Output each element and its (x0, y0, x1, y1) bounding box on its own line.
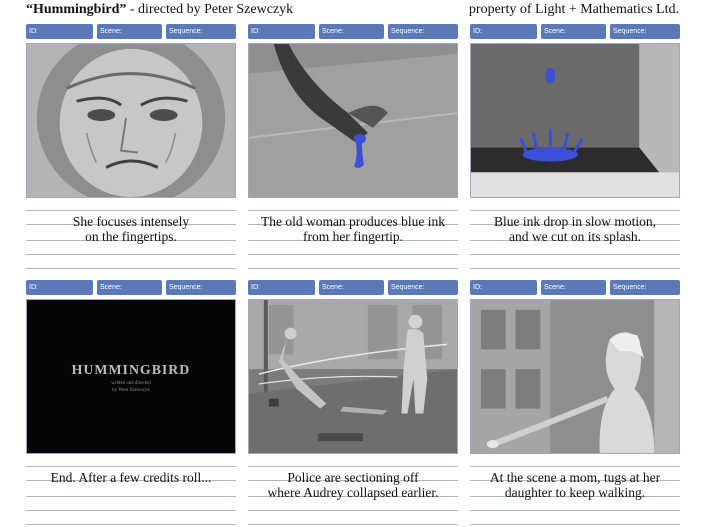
caption-line-1: At the scene a mom, tugs at her (489, 470, 661, 485)
id-field[interactable]: ID: (248, 280, 315, 295)
panel-4-title-card: HUMMINGBIRD written and directed by Pete… (26, 299, 236, 454)
id-field[interactable]: ID: (470, 24, 537, 39)
id-field[interactable]: ID: (470, 280, 537, 295)
title-card-credit-2: by Peter Szewczyk (112, 388, 150, 393)
panel-6-image (470, 299, 680, 454)
storyboard-title: “Hummingbird” - directed by Peter Szewcz… (26, 2, 293, 18)
caption-line-1: End. After a few credits roll... (50, 470, 212, 485)
caption-line-2: on the fingertips. (85, 229, 177, 244)
title-card-title: HUMMINGBIRD (72, 362, 191, 377)
title-card-credit-1: written and directed (111, 381, 151, 386)
panel-caption: She focuses intensely on the fingertips. (26, 214, 236, 244)
sequence-field[interactable]: Sequence: (166, 24, 236, 39)
id-field[interactable]: ID: (248, 24, 315, 39)
panel-2-image (248, 43, 458, 198)
panel-caption: Police are sectioning off where Audrey c… (248, 470, 458, 500)
panel-caption: The old woman produces blue ink from her… (248, 214, 458, 244)
panel-caption: Blue ink drop in slow motion, and we cut… (470, 214, 680, 244)
caption-line-2: where Audrey collapsed earlier. (267, 485, 439, 500)
caption-line-2: daughter to keep walking. (504, 485, 646, 500)
sequence-field[interactable]: Sequence: (388, 24, 458, 39)
scene-field[interactable]: Scene: (541, 24, 606, 39)
caption-line-1: Blue ink drop in slow motion, (494, 214, 656, 229)
copyright-notice: property of Light + Mathematics Ltd. (468, 2, 679, 17)
scene-field[interactable]: Scene: (319, 280, 384, 295)
panel-caption: End. After a few credits roll... (26, 470, 236, 485)
sequence-field[interactable]: Sequence: (610, 280, 680, 295)
id-field[interactable]: ID: (26, 24, 93, 39)
panel-5-image (248, 299, 458, 454)
film-title: “Hummingbird” (26, 2, 127, 17)
scene-field[interactable]: Scene: (541, 280, 606, 295)
scene-field[interactable]: Scene: (97, 24, 162, 39)
scene-field[interactable]: Scene: (319, 24, 384, 39)
caption-line-1: The old woman produces blue ink (260, 214, 446, 229)
caption-line-2: from her fingertip. (302, 229, 404, 244)
panel-caption: At the scene a mom, tugs at her daughter… (470, 470, 680, 500)
panel-1-image (26, 43, 236, 198)
panel-3-image (470, 43, 680, 198)
caption-line-1: She focuses intensely (72, 214, 190, 229)
caption-line-1: Police are sectioning off (287, 470, 419, 485)
sequence-field[interactable]: Sequence: (166, 280, 236, 295)
sequence-field[interactable]: Sequence: (610, 24, 680, 39)
scene-field[interactable]: Scene: (97, 280, 162, 295)
director-credit: - directed by Peter Szewczyk (126, 2, 294, 17)
caption-line-2: and we cut on its splash. (509, 229, 641, 244)
id-field[interactable]: ID: (26, 280, 93, 295)
sequence-field[interactable]: Sequence: (388, 280, 458, 295)
